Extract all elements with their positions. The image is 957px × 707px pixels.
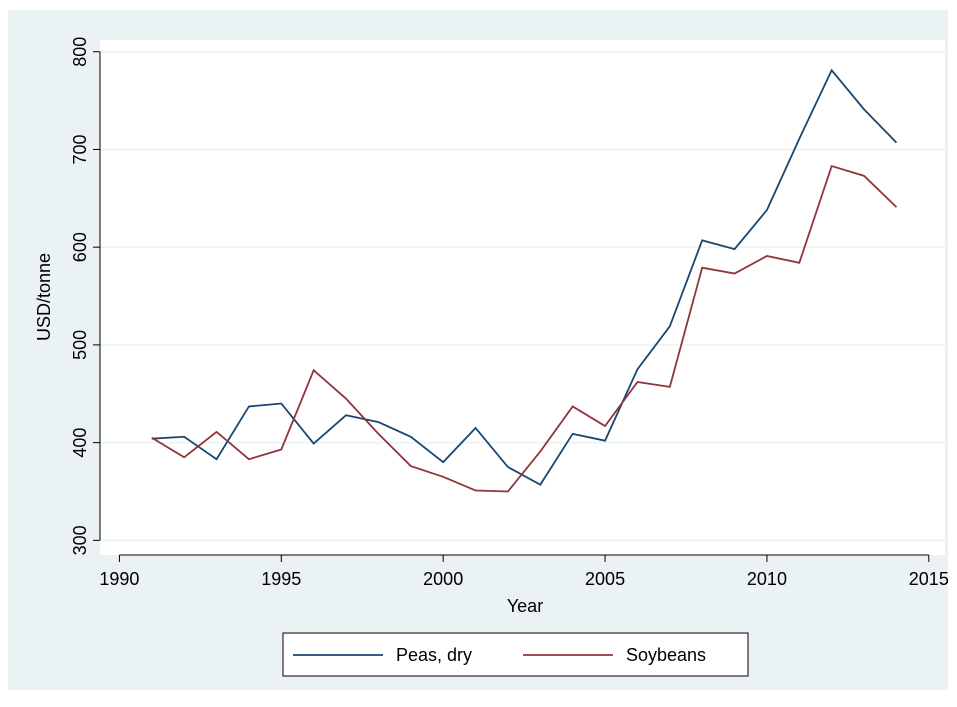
x-tick-label: 2000 bbox=[423, 569, 463, 589]
x-tick-label: 2005 bbox=[585, 569, 625, 589]
line bbox=[151, 164, 898, 493]
y-tick-label: 500 bbox=[70, 330, 90, 360]
legend-label: Peas, dry bbox=[396, 645, 472, 665]
y-axis-label: USD/tonne bbox=[34, 253, 54, 341]
x-tick-label: 2010 bbox=[747, 569, 787, 589]
y-tick-label: 600 bbox=[70, 232, 90, 262]
y-tick-label: 400 bbox=[70, 428, 90, 458]
plot-area bbox=[100, 40, 945, 555]
y-tick-label: 700 bbox=[70, 134, 90, 164]
line bbox=[151, 68, 898, 486]
legend-label: Soybeans bbox=[626, 645, 706, 665]
y-tick-label: 800 bbox=[70, 37, 90, 67]
x-tick-label: 1990 bbox=[99, 569, 139, 589]
x-axis-label: Year bbox=[507, 596, 543, 616]
x-tick-label: 2015 bbox=[909, 569, 949, 589]
x-tick-label: 1995 bbox=[261, 569, 301, 589]
y-tick-label: 300 bbox=[70, 525, 90, 555]
